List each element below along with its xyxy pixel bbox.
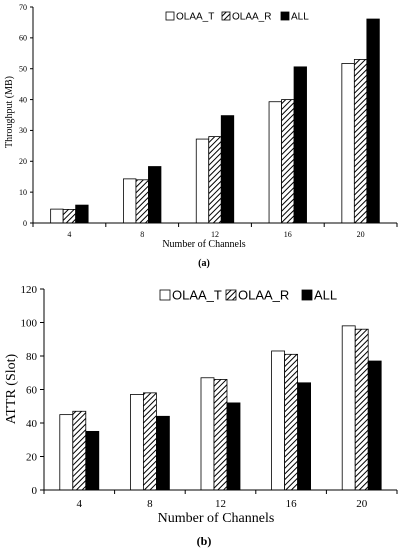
throughput-x-tick-label: 16 <box>284 230 292 239</box>
throughput-legend-label-olaa-t: OLAA_T <box>176 12 214 23</box>
throughput-x-tick-label: 12 <box>211 230 219 239</box>
attr-bar-olaa-r-12 <box>213 379 228 491</box>
attr-panel-label: (b) <box>197 534 212 548</box>
throughput-bar-olaa-r-16 <box>281 99 295 224</box>
throughput-bar-olaa-t-4 <box>50 208 64 224</box>
throughput-legend-label-all: ALL <box>291 12 309 23</box>
attr-bar-all-16 <box>297 382 312 491</box>
throughput-bar-olaa-t-8 <box>123 178 137 224</box>
throughput-bar-olaa-t-16 <box>268 101 282 224</box>
throughput-bar-all-8 <box>148 166 162 224</box>
attr-x-tick-label: 16 <box>286 498 298 510</box>
attr-bar-all-12 <box>226 402 241 491</box>
attr-legend-swatch-all <box>301 289 313 301</box>
throughput-x-tick-label: 8 <box>140 230 144 239</box>
attr-y-tick-label: 80 <box>26 351 38 363</box>
throughput-bar-olaa-r-20 <box>353 59 368 224</box>
throughput-legend: OLAA_T OLAA_R ALL <box>165 11 309 23</box>
throughput-x-tick-label: 4 <box>67 230 71 239</box>
throughput-y-tick-label: 0 <box>23 219 27 228</box>
attr-bar-all-20 <box>367 360 382 491</box>
attr-legend-swatch-olaa-t <box>159 289 171 301</box>
attr-x-axis-title: Number of Channels <box>158 511 275 526</box>
attr-bar-olaa-t-8 <box>129 394 144 491</box>
attr-legend-swatch-olaa-r <box>225 289 237 301</box>
throughput-legend-swatch-olaa-r <box>221 11 231 21</box>
attr-x-tick-label: 8 <box>147 498 153 510</box>
throughput-y-tick-label: 30 <box>19 126 27 135</box>
attr-bar-olaa-r-20 <box>354 328 369 491</box>
attr-y-tick-label: 40 <box>26 418 38 430</box>
throughput-bar-all-16 <box>293 66 307 224</box>
throughput-y-tick-label: 20 <box>19 157 27 166</box>
throughput-y-tick-label: 50 <box>19 65 27 74</box>
throughput-axes: 0 10 20 30 40 50 60 70 4 8 12 16 20 <box>19 3 398 239</box>
throughput-x-tick-label: 20 <box>357 230 365 239</box>
throughput-bar-all-4 <box>75 204 89 224</box>
attr-y-axis-title: ATTR (Slot) <box>4 353 19 424</box>
attr-bar-olaa-r-4 <box>72 410 87 491</box>
attr-x-tick-label: 4 <box>77 498 83 510</box>
attr-axes: 0 20 40 60 80 100 120 4 8 12 16 20 <box>21 284 398 510</box>
throughput-bar-olaa-t-12 <box>195 138 210 224</box>
throughput-legend-label-olaa-r: OLAA_R <box>232 12 271 23</box>
throughput-bar-olaa-t-20 <box>341 63 355 224</box>
throughput-bar-olaa-r-8 <box>135 179 149 224</box>
attr-bar-all-4 <box>85 430 100 491</box>
attr-legend-label-all: ALL <box>314 288 337 303</box>
attr-bar-olaa-r-16 <box>284 353 299 491</box>
throughput-legend-swatch-olaa-t <box>165 11 175 21</box>
throughput-panel-label: (a) <box>198 258 210 269</box>
attr-y-tick-label: 0 <box>32 485 38 497</box>
attr-bars <box>59 325 382 491</box>
throughput-y-axis-title: Throughput (MB) <box>4 76 15 148</box>
throughput-bar-olaa-r-12 <box>208 136 222 224</box>
attr-y-tick-label: 20 <box>26 451 38 463</box>
attr-legend-label-olaa-r: OLAA_R <box>238 288 289 303</box>
attr-y-tick-label: 120 <box>21 284 38 296</box>
attr-bar-olaa-t-16 <box>271 350 286 491</box>
attr-bar-olaa-t-12 <box>200 377 215 491</box>
attr-x-tick-label: 12 <box>215 498 226 510</box>
attr-legend: OLAA_T OLAA_R ALL <box>159 288 337 303</box>
throughput-y-tick-label: 60 <box>19 34 27 43</box>
throughput-y-tick-label: 10 <box>19 188 27 197</box>
throughput-y-tick-label: 40 <box>19 95 27 104</box>
throughput-x-axis-title: Number of Channels <box>162 239 245 250</box>
attr-y-tick-label: 100 <box>21 317 38 329</box>
throughput-legend-swatch-all <box>280 11 290 21</box>
throughput-y-tick-label: 70 <box>19 3 27 12</box>
attr-bar-all-8 <box>155 415 170 491</box>
throughput-bar-all-12 <box>220 115 235 224</box>
attr-bar-olaa-t-4 <box>59 414 74 491</box>
attr-bar-olaa-t-20 <box>341 325 356 491</box>
throughput-bar-olaa-r-4 <box>62 209 77 224</box>
throughput-bar-all-20 <box>366 18 380 224</box>
attr-legend-label-olaa-t: OLAA_T <box>172 288 222 303</box>
attr-bar-olaa-r-8 <box>142 392 157 491</box>
attr-y-tick-label: 60 <box>26 384 38 396</box>
attr-x-tick-label: 20 <box>356 498 368 510</box>
throughput-bars <box>50 18 380 224</box>
